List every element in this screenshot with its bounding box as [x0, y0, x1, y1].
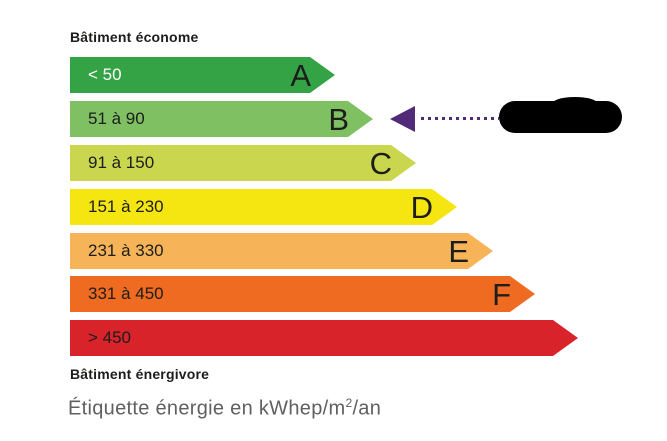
- band-range-label: < 50: [88, 65, 122, 84]
- energy-band-b: 51 à 90 B: [70, 101, 373, 137]
- dotted-leader-line: [421, 117, 499, 120]
- energy-bands: < 50 A 51 à 90 B 91 à 150 C 151 à 230 D …: [70, 0, 630, 360]
- caption-text: Étiquette énergie en kWhep/m: [68, 397, 346, 420]
- band-range-label: 91 à 150: [88, 153, 155, 172]
- band-range-label: 51 à 90: [88, 109, 145, 128]
- energy-band-d: 151 à 230 D: [70, 189, 457, 225]
- band-letter: A: [290, 57, 311, 93]
- band-range-label: > 450: [88, 328, 132, 347]
- band-letter: E: [448, 233, 469, 269]
- redacted-value-blob-bump: [552, 97, 598, 111]
- band-letter: C: [369, 145, 392, 181]
- band-letter: F: [492, 276, 511, 312]
- energy-band-a: < 50 A: [70, 57, 335, 93]
- energy-band-f: 331 à 450 F: [70, 276, 535, 312]
- energy-band-c: 91 à 150 C: [70, 145, 416, 181]
- band-letter: B: [328, 101, 349, 137]
- band-range-label: 151 à 230: [88, 197, 164, 216]
- caption-superscript: 2: [345, 396, 353, 410]
- energy-band-g: > 450: [70, 320, 578, 356]
- band-letter: D: [410, 189, 433, 225]
- band-range-label: 231 à 330: [88, 241, 164, 260]
- chart-caption: Étiquette énergie en kWhep/m2/an: [68, 396, 381, 421]
- economical-building-label: Bâtiment économe: [70, 29, 199, 45]
- energy-band-e: 231 à 330 E: [70, 233, 493, 269]
- energy-intensive-building-label: Bâtiment énergivore: [70, 366, 210, 382]
- band-range-label: 331 à 450: [88, 284, 164, 303]
- arrow-left-icon: [390, 106, 415, 132]
- caption-text-suffix: /an: [352, 397, 382, 420]
